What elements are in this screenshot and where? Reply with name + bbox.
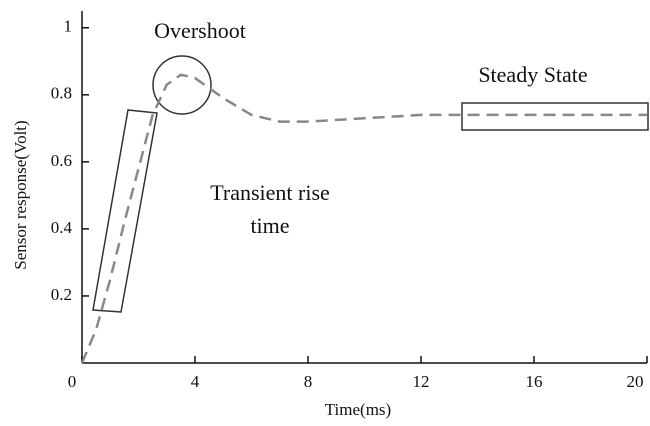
x-tick-label: 12 — [413, 372, 430, 391]
y-tick-label: 0.4 — [51, 218, 73, 237]
x-tick-label: 20 — [627, 372, 644, 391]
annotation: Transient rise — [210, 180, 330, 205]
rise-box — [92, 109, 158, 313]
annotation: Steady State — [478, 62, 587, 87]
annotation: Overshoot — [154, 18, 246, 43]
y-tick-label: 0.8 — [51, 84, 72, 103]
x-tick-label: 4 — [191, 372, 200, 391]
y-tick-label: 1 — [64, 17, 73, 36]
annotation: time — [250, 213, 289, 238]
line-series — [80, 73, 647, 364]
x-axis-label: Time(ms) — [325, 400, 391, 419]
x-tick-label: 8 — [304, 372, 313, 391]
x-tick-label: 16 — [526, 372, 543, 391]
y-tick-label: 0.2 — [51, 285, 72, 304]
x-tick-label: 0 — [68, 372, 77, 391]
overshoot-circle — [152, 55, 212, 115]
y-tick-label: 0.6 — [51, 151, 72, 170]
steady-box — [461, 102, 649, 131]
y-axis-label: Sensor response(Volt) — [11, 120, 30, 269]
